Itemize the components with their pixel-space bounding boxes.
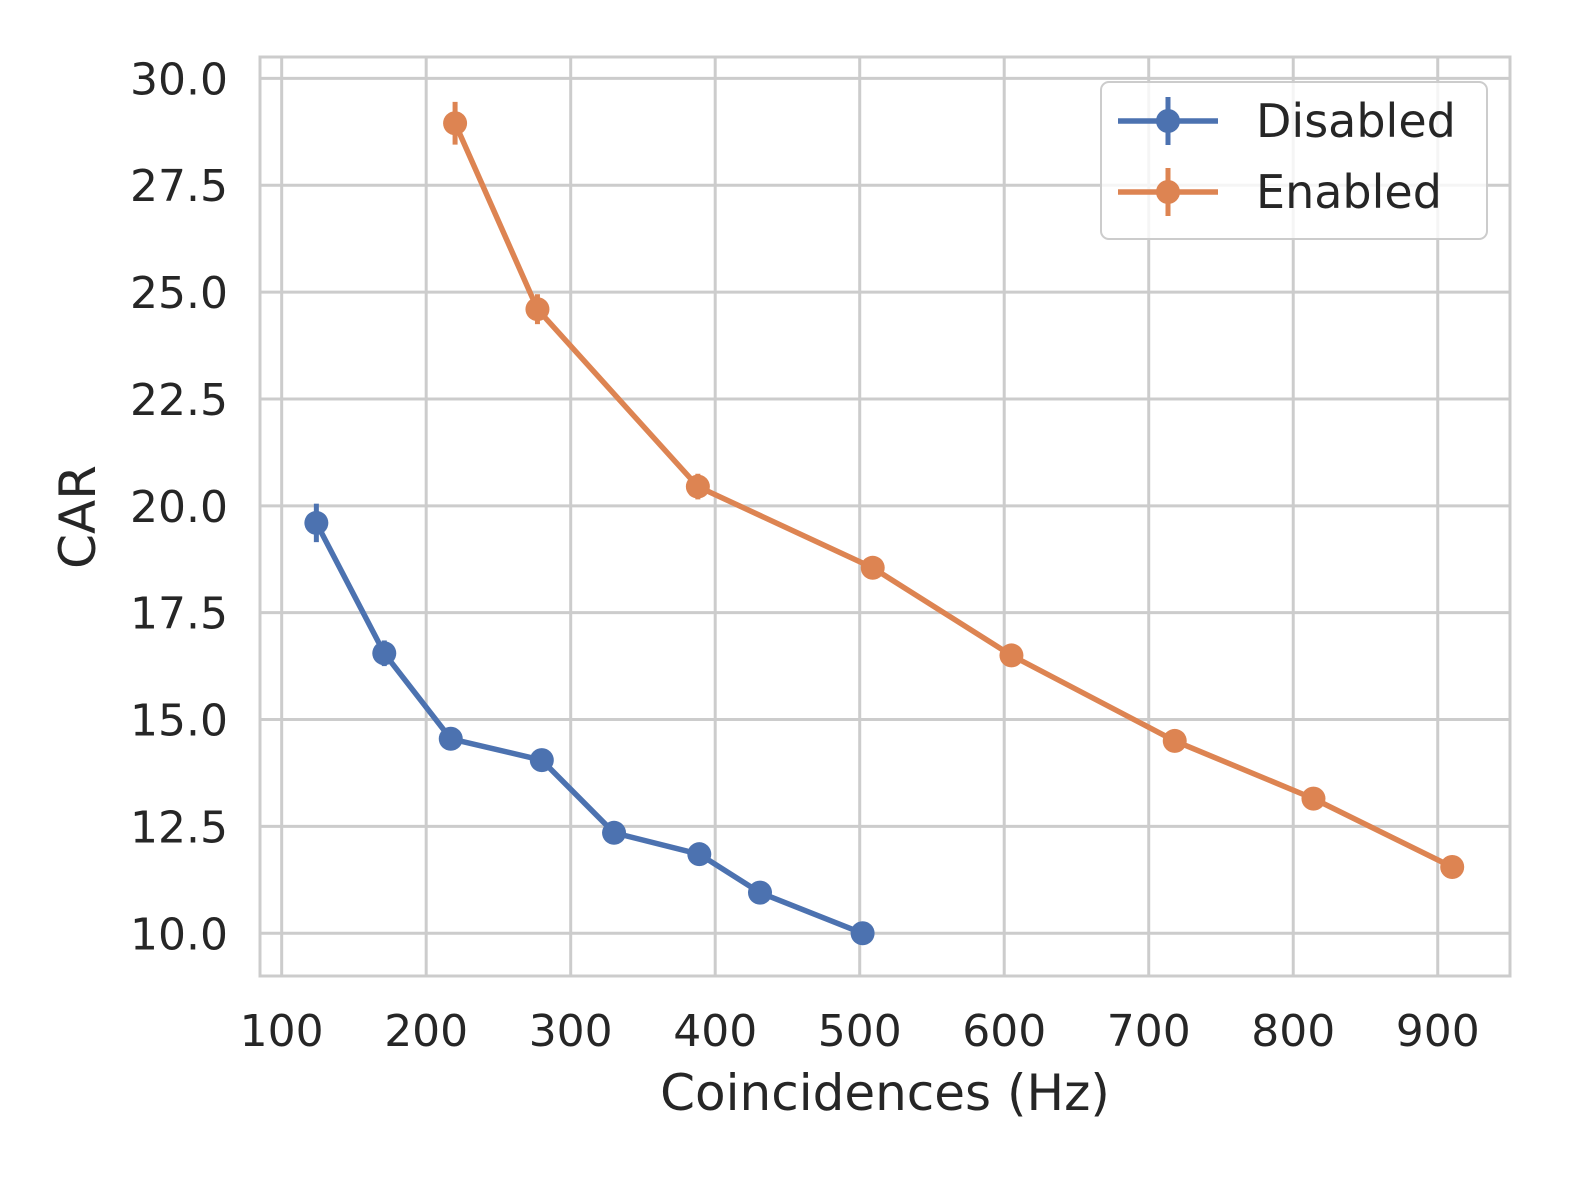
x-tick-label: 700: [1107, 1006, 1191, 1057]
series: [304, 101, 1465, 946]
legend-entry-enabled: Enabled: [1118, 165, 1442, 219]
y-tick-label: 22.5: [130, 375, 228, 426]
data-point: [529, 748, 554, 773]
x-tick-label: 800: [1251, 1006, 1335, 1057]
y-tick-label: 30.0: [130, 54, 228, 105]
y-tick-label: 12.5: [130, 802, 228, 853]
data-point: [443, 111, 468, 136]
x-tick-label: 900: [1396, 1006, 1480, 1057]
x-tick-label: 300: [529, 1006, 613, 1057]
legend: Disabled Enabled: [1100, 81, 1488, 240]
data-point: [1301, 786, 1326, 811]
x-axis-ticks: 100 200 300 400 500 600 700 800 900: [240, 1006, 1480, 1057]
data-point: [525, 297, 550, 322]
series-disabled: [304, 503, 875, 946]
x-tick-label: 100: [240, 1006, 324, 1057]
data-point: [1440, 855, 1465, 880]
data-point: [685, 474, 710, 499]
y-tick-label: 17.5: [130, 589, 228, 640]
data-point: [438, 726, 463, 751]
series-line: [452, 120, 1455, 870]
x-tick-label: 200: [384, 1006, 468, 1057]
data-point: [1162, 728, 1187, 753]
y-tick-label: 15.0: [130, 696, 228, 747]
x-tick-label: 500: [818, 1006, 902, 1057]
y-axis-label: CAR: [49, 465, 107, 569]
y-axis-ticks: 10.0 12.5 15.0 17.5 20.0 22.5 25.0 27.5 30.0: [130, 54, 228, 960]
legend-label: Enabled: [1256, 165, 1442, 219]
grid: [260, 57, 1510, 976]
y-tick-label: 25.0: [130, 268, 228, 319]
data-point: [304, 510, 329, 535]
data-point: [860, 555, 885, 580]
data-point: [999, 643, 1024, 668]
data-point: [602, 820, 627, 845]
data-point: [687, 842, 712, 867]
x-tick-label: 600: [962, 1006, 1046, 1057]
y-tick-label: 10.0: [130, 909, 228, 960]
legend-marker: [1156, 109, 1180, 133]
series-line: [313, 520, 866, 937]
x-tick-label: 400: [673, 1006, 757, 1057]
data-point: [748, 880, 772, 905]
y-tick-label: 27.5: [130, 161, 228, 212]
y-tick-label: 20.0: [130, 482, 228, 533]
data-point: [850, 921, 875, 946]
legend-entry-disabled: Disabled: [1118, 94, 1456, 148]
series-enabled: [443, 101, 1465, 880]
plot-frame: [258, 55, 1512, 978]
data-point: [372, 641, 397, 666]
x-axis-label: Coincidences (Hz): [660, 1064, 1110, 1122]
legend-label: Disabled: [1256, 94, 1456, 148]
legend-marker: [1156, 180, 1180, 204]
